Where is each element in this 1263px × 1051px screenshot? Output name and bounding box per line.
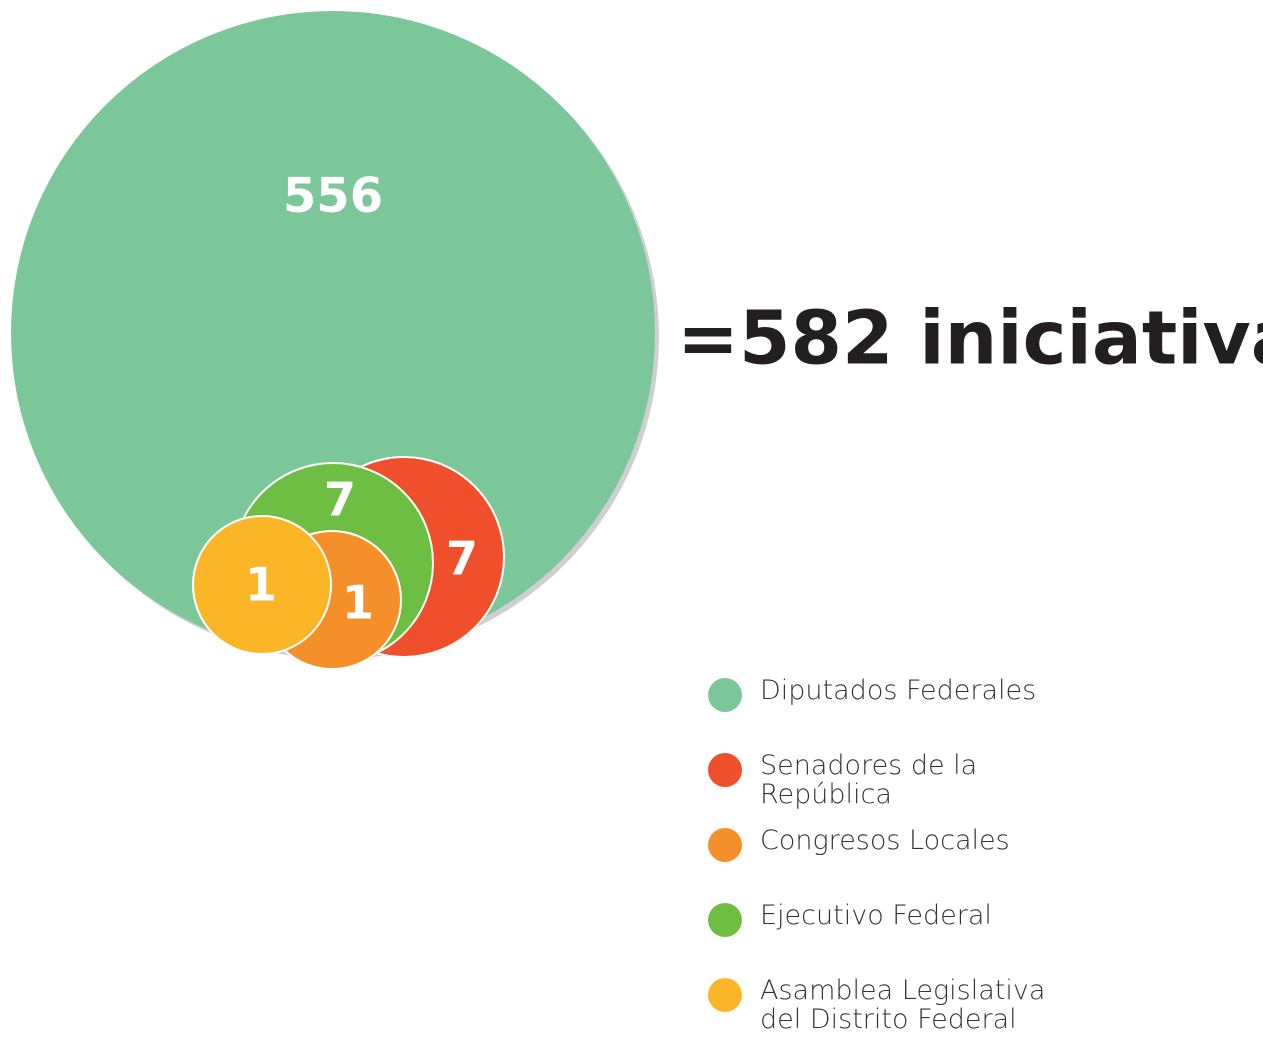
- legend-item: Senadores de la República: [708, 751, 1060, 826]
- legend-swatch: [708, 828, 742, 862]
- bubble-label: 1: [342, 576, 374, 630]
- bubble-label: 7: [446, 532, 478, 586]
- bubble: [192, 515, 332, 655]
- legend-label: Senadores de la República: [760, 750, 978, 810]
- legend-label: Asamblea Legislativa del Distrito Federa…: [760, 975, 1046, 1035]
- legend-swatch: [708, 978, 742, 1012]
- legend-label: Congresos Locales: [760, 825, 1010, 856]
- bubble: [11, 11, 655, 655]
- legend-label: Ejecutivo Federal: [760, 900, 992, 931]
- bubble-label: 556: [283, 168, 383, 224]
- bubble-label: 1: [245, 558, 277, 612]
- legend-item: Congresos Locales: [708, 826, 1060, 901]
- legend-swatch: [708, 903, 742, 937]
- legend-swatch: [708, 678, 742, 712]
- chart-title: =582 iniciativas: [677, 296, 1263, 382]
- legend-swatch: [708, 753, 742, 787]
- legend-item: Ejecutivo Federal: [708, 901, 1060, 976]
- legend-item: Diputados Federales: [708, 676, 1060, 751]
- legend: Diputados Federales Senadores de la Repúb…: [708, 676, 1060, 1051]
- bubble-label: 7: [324, 473, 356, 527]
- legend-item: Asamblea Legislativa del Distrito Federa…: [708, 976, 1060, 1051]
- legend-label: Diputados Federales: [760, 675, 1037, 706]
